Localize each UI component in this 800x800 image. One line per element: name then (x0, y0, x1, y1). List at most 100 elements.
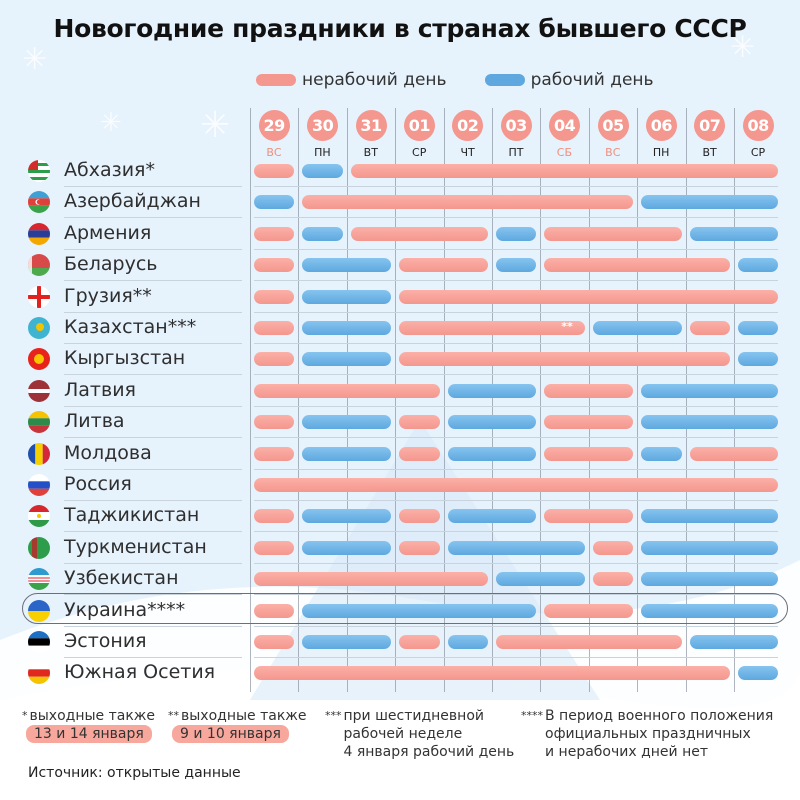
country-name: Кыргызстан (64, 347, 186, 370)
uzbekistan-flag-icon (28, 568, 50, 591)
working-bar (641, 540, 779, 555)
working-bar (496, 226, 537, 241)
turkmenistan-flag-icon (28, 536, 50, 559)
date-pill: 13 и 14 января (26, 725, 152, 743)
nonworking-bar (399, 415, 440, 430)
latvia-flag-icon (28, 379, 50, 402)
country-name: Эстония (64, 630, 147, 652)
country-name: Латвия (64, 378, 136, 401)
row-divider (254, 594, 779, 596)
row-divider (254, 248, 779, 250)
nonworking-bar (254, 666, 730, 681)
row-divider (254, 374, 779, 376)
nonworking-bar (544, 383, 634, 398)
working-bar (302, 603, 537, 618)
day-number-07: 07 (694, 110, 726, 141)
column-divider (734, 108, 735, 692)
column-divider (637, 108, 639, 692)
country-row: Узбекистан (0, 564, 800, 596)
working-bar (447, 383, 537, 398)
working-bar (302, 321, 392, 335)
weekday-label: СР (750, 146, 766, 159)
nonworking-bar (544, 446, 634, 461)
working-bar (302, 258, 392, 273)
belarus-flag-icon (28, 254, 50, 277)
weekday-label: ПН (652, 146, 670, 159)
row-divider (254, 437, 779, 439)
row-divider (64, 186, 242, 187)
row-divider (254, 657, 779, 658)
row-divider (254, 405, 779, 407)
nonworking-bar (399, 635, 440, 649)
country-name: Туркменистан (64, 535, 207, 558)
nonworking-bar (544, 258, 730, 273)
country-name: Южная Осетия (64, 661, 216, 684)
working-bar (641, 509, 779, 524)
working-bar (641, 415, 779, 430)
working-bar (689, 635, 779, 649)
working-bar (302, 446, 392, 461)
country-name: Абхазия* (64, 159, 155, 181)
legend-working: рабочий день (484, 70, 654, 90)
row-divider (254, 280, 779, 282)
nonworking-bar (592, 540, 634, 555)
footnote-4: **** В период военного положения официаль… (521, 708, 774, 760)
russia-flag-icon (28, 474, 50, 496)
working-bar (302, 289, 392, 304)
moldova-flag-icon (28, 442, 50, 465)
day-number-31: 31 (355, 110, 387, 141)
footnote-marker: ** (561, 320, 573, 333)
country-row: Молдова (0, 439, 800, 470)
country-row: Южная Осетия (0, 658, 800, 689)
country-row: Эстония (0, 627, 800, 658)
nonworking-bar (689, 446, 779, 461)
country-name: Таджикистан (64, 504, 200, 527)
nonworking-bar (544, 226, 682, 241)
working-bar (496, 572, 585, 587)
row-divider (64, 625, 242, 627)
working-bar (641, 383, 779, 398)
tajikistan-flag-icon (28, 505, 50, 528)
working-bar (302, 509, 392, 524)
row-divider (64, 594, 242, 596)
nonworking-bar (254, 446, 295, 461)
row-divider (254, 562, 779, 564)
country-name: Узбекистан (64, 567, 179, 590)
column-divider (540, 108, 542, 692)
nonworking-bar (350, 164, 779, 178)
working-bar (447, 635, 488, 649)
snowflake-icon: ✳ (730, 30, 756, 65)
country-row: Армения (0, 219, 800, 250)
row-divider (64, 405, 242, 407)
day-number-04: 04 (549, 110, 581, 141)
country-name: Армения (64, 221, 152, 244)
footnote-3: *** при шестидневной рабочей неделе 4 янва… (325, 708, 515, 760)
kyrgyzstan-flag-icon (28, 348, 50, 371)
nonworking-bar (544, 415, 634, 430)
nonworking-bar (254, 572, 488, 587)
nonworking-bar (254, 289, 295, 304)
row-divider (64, 562, 242, 564)
column-divider (346, 108, 348, 692)
row-divider (64, 468, 242, 470)
weekday-label: ВС (266, 146, 282, 159)
abkhazia-flag-icon (28, 160, 50, 182)
country-row: Абхазия* (0, 156, 800, 187)
ukraine-highlight-frame (22, 593, 788, 624)
working-bar (496, 258, 537, 273)
column-divider (395, 108, 397, 692)
day-number-06: 06 (645, 110, 677, 141)
country-row: Азербайджан (0, 187, 800, 219)
azerbaijan-flag-icon (28, 191, 50, 214)
row-divider (64, 343, 242, 344)
working-bar (254, 195, 295, 210)
country-row: Таджикистан (0, 501, 800, 533)
working-bar (302, 415, 392, 430)
nonworking-bar (399, 258, 488, 273)
nonworking-bar (350, 226, 488, 241)
day-number-29: 29 (258, 110, 290, 141)
day-number-08: 08 (742, 110, 774, 141)
country-name: Азербайджан (64, 190, 201, 213)
row-divider (64, 311, 242, 313)
country-row: Литва (0, 407, 800, 439)
